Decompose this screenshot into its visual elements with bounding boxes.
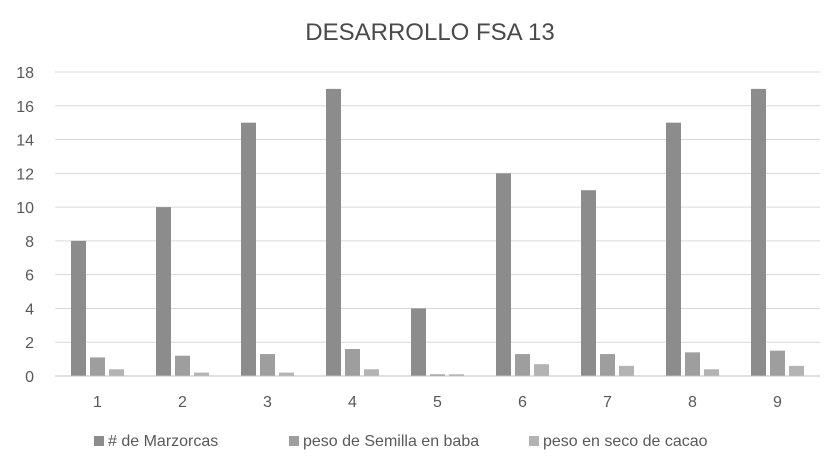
- bar-3-2: [194, 372, 209, 376]
- legend-label: peso en seco de cacao: [543, 433, 708, 450]
- bar-1-6: [496, 173, 511, 376]
- legend-swatch: [289, 436, 299, 446]
- x-tick-label: 9: [773, 394, 782, 411]
- bar-2-3: [260, 354, 275, 376]
- legend-swatch: [529, 436, 539, 446]
- gridlines: [55, 71, 820, 343]
- x-tick-label: 2: [178, 394, 187, 411]
- bar-1-4: [326, 88, 341, 376]
- bar-1-1: [71, 240, 86, 376]
- x-tick-label: 1: [93, 394, 102, 411]
- bar-1-7: [581, 190, 596, 376]
- y-tick-label: 0: [25, 369, 34, 386]
- bar-2-2: [175, 355, 190, 376]
- bar-1-2: [156, 207, 171, 376]
- bar-1-3: [241, 122, 256, 377]
- bar-2-4: [345, 348, 360, 376]
- y-tick-label: 12: [16, 166, 34, 183]
- legend: # de Marzorcas peso de Semilla en baba pes…: [94, 433, 708, 450]
- bar-3-8: [704, 369, 719, 376]
- chart-title: DESARROLLO FSA 13: [305, 19, 554, 46]
- bar-3-6: [534, 364, 549, 376]
- bar-3-7: [619, 365, 634, 376]
- x-tick-label: 5: [433, 394, 442, 411]
- y-tick-label: 2: [25, 335, 34, 352]
- bar-3-9: [789, 365, 804, 376]
- y-tick-label: 8: [25, 234, 34, 251]
- y-axis-ticks: 0 2 4 6 8 10 12 14 16 18: [16, 65, 34, 386]
- x-tick-label: 3: [263, 394, 272, 411]
- bar-1-5: [411, 308, 426, 376]
- bar-2-1: [90, 357, 105, 376]
- y-tick-label: 18: [16, 65, 34, 82]
- x-axis-ticks: 1 2 3 4 5 6 7 8 9: [93, 394, 782, 411]
- x-tick-label: 4: [348, 394, 357, 411]
- bar-2-7: [600, 354, 615, 376]
- bar-2-9: [770, 350, 785, 376]
- y-tick-label: 6: [25, 268, 34, 285]
- bar-3-4: [364, 369, 379, 376]
- bar-1-9: [751, 88, 766, 376]
- legend-swatch: [94, 436, 104, 446]
- bars: [71, 88, 804, 377]
- y-tick-label: 4: [25, 301, 34, 318]
- bar-2-8: [685, 352, 700, 376]
- x-tick-label: 6: [518, 394, 527, 411]
- bar-1-8: [666, 122, 681, 377]
- bar-2-6: [515, 354, 530, 376]
- y-tick-label: 16: [16, 99, 34, 116]
- bar-2-5: [430, 374, 445, 376]
- x-tick-label: 7: [603, 394, 612, 411]
- bar-3-1: [109, 369, 124, 376]
- y-tick-label: 14: [16, 133, 34, 150]
- y-tick-label: 10: [16, 200, 34, 217]
- legend-label: peso de Semilla en baba: [303, 433, 479, 450]
- bar-3-3: [279, 372, 294, 376]
- legend-label: # de Marzorcas: [108, 433, 218, 450]
- x-tick-label: 8: [688, 394, 697, 411]
- bar-3-5: [449, 374, 464, 376]
